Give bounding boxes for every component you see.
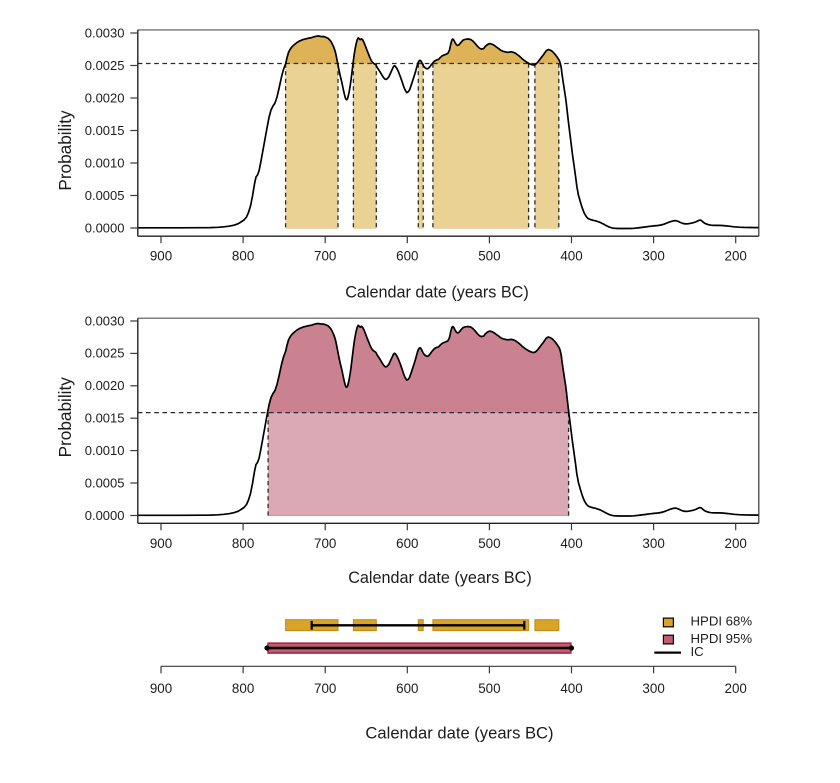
svg-text:600: 600 <box>396 249 418 264</box>
svg-text:0.0015: 0.0015 <box>85 411 125 426</box>
svg-text:600: 600 <box>396 536 418 551</box>
svg-text:400: 400 <box>560 681 582 696</box>
svg-text:0.0005: 0.0005 <box>85 475 125 490</box>
svg-text:0.0000: 0.0000 <box>85 508 125 523</box>
svg-text:0.0010: 0.0010 <box>85 443 125 458</box>
svg-text:400: 400 <box>560 249 582 264</box>
svg-text:700: 700 <box>314 681 336 696</box>
svg-text:500: 500 <box>478 249 500 264</box>
svg-text:300: 300 <box>642 249 664 264</box>
svg-text:300: 300 <box>642 681 664 696</box>
svg-text:500: 500 <box>478 536 500 551</box>
svg-text:0.0030: 0.0030 <box>85 25 125 40</box>
svg-text:Calendar date (years BC): Calendar date (years BC) <box>365 724 553 743</box>
svg-text:0.0000: 0.0000 <box>85 220 125 235</box>
svg-text:0.0030: 0.0030 <box>85 313 125 328</box>
svg-text:900: 900 <box>150 249 172 264</box>
svg-text:200: 200 <box>725 249 747 264</box>
svg-text:800: 800 <box>232 681 254 696</box>
svg-text:200: 200 <box>725 536 747 551</box>
svg-text:0.0025: 0.0025 <box>85 346 125 361</box>
svg-text:900: 900 <box>150 681 172 696</box>
svg-text:700: 700 <box>314 536 336 551</box>
svg-text:600: 600 <box>396 681 418 696</box>
svg-text:Calendar date (years BC): Calendar date (years BC) <box>345 284 529 302</box>
svg-text:0.0005: 0.0005 <box>85 188 125 203</box>
svg-text:300: 300 <box>642 536 664 551</box>
svg-text:0.0015: 0.0015 <box>85 123 125 138</box>
svg-text:900: 900 <box>150 536 172 551</box>
svg-text:200: 200 <box>725 681 747 696</box>
svg-text:0.0010: 0.0010 <box>85 155 125 170</box>
svg-text:0.0020: 0.0020 <box>85 90 125 105</box>
svg-text:700: 700 <box>314 249 336 264</box>
svg-text:800: 800 <box>232 536 254 551</box>
svg-text:HPDI 95%: HPDI 95% <box>691 631 753 646</box>
svg-text:Calendar date (years BC): Calendar date (years BC) <box>348 569 532 587</box>
svg-text:0.0025: 0.0025 <box>85 58 125 73</box>
svg-text:IC: IC <box>691 644 705 659</box>
svg-text:400: 400 <box>560 536 582 551</box>
svg-text:0.0020: 0.0020 <box>85 378 125 393</box>
svg-text:800: 800 <box>232 249 254 264</box>
svg-text:HPDI 68%: HPDI 68% <box>691 614 753 629</box>
svg-text:500: 500 <box>478 681 500 696</box>
svg-text:Probability: Probability <box>55 377 75 458</box>
svg-text:Probability: Probability <box>55 110 75 191</box>
